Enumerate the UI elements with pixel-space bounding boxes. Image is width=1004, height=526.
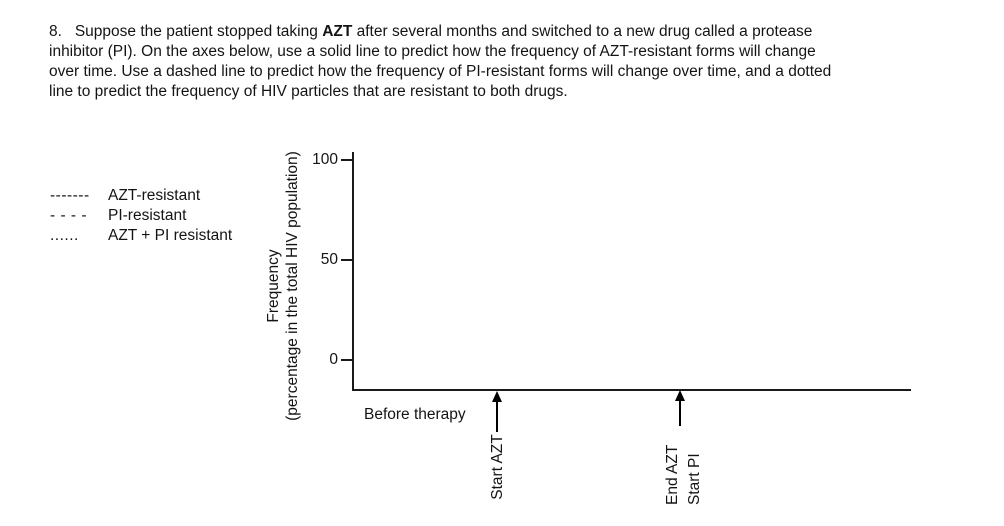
up-arrow-icon xyxy=(492,391,502,402)
question-line-1-post: after several months and switched to a n… xyxy=(352,23,813,40)
question-line-4: line to predict the frequency of HIV par… xyxy=(49,83,568,100)
legend-item-azt-pi-resistant: ...... AZT + PI resistant xyxy=(50,226,232,246)
question-line-1-bold: AZT xyxy=(322,23,353,40)
question-line-3: over time. Use a dashed line to predict … xyxy=(49,63,832,80)
y-tick-label-50: 50 xyxy=(320,251,338,268)
marker-label-start-pi: Start PI xyxy=(686,453,703,505)
marker-label-end-azt-start-pi: End AZT Start PI xyxy=(662,425,706,509)
question-line-2: inhibitor (PI). On the axes below, use a… xyxy=(49,43,816,60)
legend-item-azt-resistant: ------- AZT-resistant xyxy=(50,186,232,206)
legend-label: AZT + PI resistant xyxy=(108,227,233,244)
question-line-1-pre: 8. Suppose the patient stopped taking xyxy=(49,23,323,40)
arrow-shaft xyxy=(496,399,498,432)
y-tick-mark-50 xyxy=(341,259,352,261)
solid-line-key-icon: ------- xyxy=(50,187,90,204)
marker-label-start-azt: Start AZT xyxy=(489,434,506,500)
legend-label: AZT-resistant xyxy=(108,187,201,204)
y-axis-label-line-1: Frequency xyxy=(265,249,282,323)
y-axis-label-line-2: (percentage in the total HIV population) xyxy=(284,151,301,421)
legend-label: PI-resistant xyxy=(108,207,187,224)
question-text: 8. Suppose the patient stopped taking AZ… xyxy=(49,22,939,102)
dashed-line-key-icon: - - - - xyxy=(50,207,88,224)
y-tick-mark-0 xyxy=(341,359,352,361)
y-axis-label: Frequency (percentage in the total HIV p… xyxy=(264,121,304,451)
y-tick-mark-100 xyxy=(341,159,352,161)
x-axis-line xyxy=(352,389,911,391)
legend: ------- AZT-resistant - - - - PI-resista… xyxy=(50,186,232,246)
legend-item-pi-resistant: - - - - PI-resistant xyxy=(50,206,232,226)
marker-label-end-azt: End AZT xyxy=(664,444,681,505)
up-arrow-icon xyxy=(675,390,685,401)
question-line-1: 8. Suppose the patient stopped taking AZ… xyxy=(49,22,939,42)
y-axis-line xyxy=(352,152,354,390)
y-tick-label-100: 100 xyxy=(312,151,338,168)
arrow-shaft xyxy=(679,398,681,426)
dotted-line-key-icon: ...... xyxy=(50,227,79,244)
y-tick-label-0: 0 xyxy=(329,351,338,368)
before-therapy-label: Before therapy xyxy=(364,406,466,423)
